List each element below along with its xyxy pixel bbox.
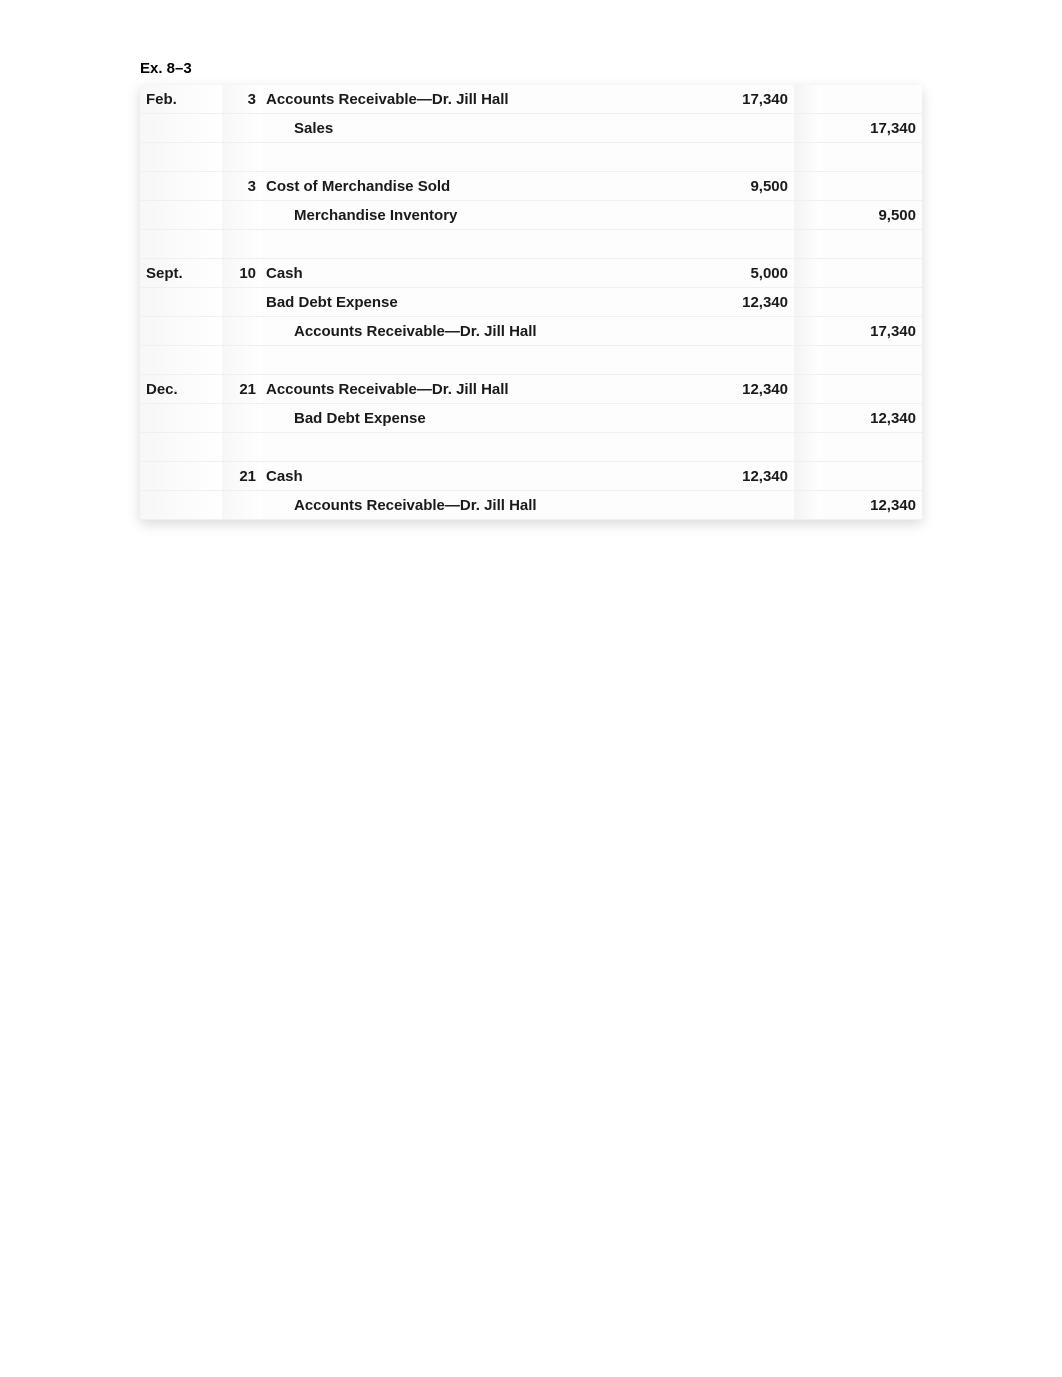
month-cell [140, 491, 222, 520]
debit-cell: 12,340 [692, 288, 794, 317]
desc-cell: Sales [262, 114, 692, 143]
month-cell [140, 462, 222, 491]
journal-row: Accounts Receivable—Dr. Jill Hall 12,340 [140, 491, 922, 520]
desc-cell: Accounts Receivable—Dr. Jill Hall [262, 85, 692, 114]
journal-row: Accounts Receivable—Dr. Jill Hall 17,340 [140, 317, 922, 346]
desc-cell: Bad Debt Expense [262, 404, 692, 433]
debit-cell [692, 201, 794, 230]
journal-row [140, 433, 922, 462]
credit-cell [820, 259, 922, 288]
credit-cell: 17,340 [820, 114, 922, 143]
desc-cell: Cash [262, 259, 692, 288]
journal-row: Dec. 21 Accounts Receivable—Dr. Jill Hal… [140, 375, 922, 404]
debit-cell: 12,340 [692, 375, 794, 404]
journal-row [140, 346, 922, 375]
desc-cell: Accounts Receivable—Dr. Jill Hall [262, 317, 692, 346]
month-cell: Feb. [140, 85, 222, 114]
month-cell: Dec. [140, 375, 222, 404]
desc-cell: Bad Debt Expense [262, 288, 692, 317]
credit-cell [820, 375, 922, 404]
debit-cell: 5,000 [692, 259, 794, 288]
journal-row: Merchandise Inventory 9,500 [140, 201, 922, 230]
journal-row [140, 230, 922, 259]
day-cell [222, 201, 262, 230]
journal-table: Feb. 3 Accounts Receivable—Dr. Jill Hall… [140, 85, 922, 520]
desc-cell: Accounts Receivable—Dr. Jill Hall [262, 375, 692, 404]
debit-cell [692, 317, 794, 346]
journal-row: Bad Debt Expense 12,340 [140, 288, 922, 317]
journal-row: Sept. 10 Cash 5,000 [140, 259, 922, 288]
journal-row: Sales 17,340 [140, 114, 922, 143]
month-cell: Sept. [140, 259, 222, 288]
credit-cell [820, 288, 922, 317]
month-cell [140, 114, 222, 143]
journal-row [140, 143, 922, 172]
day-cell: 21 [222, 462, 262, 491]
month-cell [140, 317, 222, 346]
day-cell: 10 [222, 259, 262, 288]
journal-row: 3 Cost of Merchandise Sold 9,500 [140, 172, 922, 201]
day-cell: 21 [222, 375, 262, 404]
debit-cell: 9,500 [692, 172, 794, 201]
debit-cell [692, 491, 794, 520]
desc-cell: Accounts Receivable—Dr. Jill Hall [262, 491, 692, 520]
month-cell [140, 201, 222, 230]
journal-row: Bad Debt Expense 12,340 [140, 404, 922, 433]
journal-body: Feb. 3 Accounts Receivable—Dr. Jill Hall… [140, 85, 922, 520]
day-cell [222, 114, 262, 143]
debit-cell: 17,340 [692, 85, 794, 114]
debit-cell: 12,340 [692, 462, 794, 491]
day-cell [222, 491, 262, 520]
month-cell [140, 288, 222, 317]
credit-cell: 12,340 [820, 404, 922, 433]
desc-cell: Cash [262, 462, 692, 491]
day-cell [222, 288, 262, 317]
journal-row: Feb. 3 Accounts Receivable—Dr. Jill Hall… [140, 85, 922, 114]
debit-cell [692, 114, 794, 143]
exercise-title: Ex. 8–3 [140, 60, 922, 77]
day-cell [222, 317, 262, 346]
day-cell: 3 [222, 85, 262, 114]
credit-cell [820, 462, 922, 491]
journal-row: 21 Cash 12,340 [140, 462, 922, 491]
credit-cell: 12,340 [820, 491, 922, 520]
credit-cell [820, 85, 922, 114]
credit-cell: 17,340 [820, 317, 922, 346]
desc-cell: Merchandise Inventory [262, 201, 692, 230]
month-cell [140, 404, 222, 433]
credit-cell [820, 172, 922, 201]
debit-cell [692, 404, 794, 433]
day-cell: 3 [222, 172, 262, 201]
desc-cell: Cost of Merchandise Sold [262, 172, 692, 201]
month-cell [140, 172, 222, 201]
credit-cell: 9,500 [820, 201, 922, 230]
day-cell [222, 404, 262, 433]
